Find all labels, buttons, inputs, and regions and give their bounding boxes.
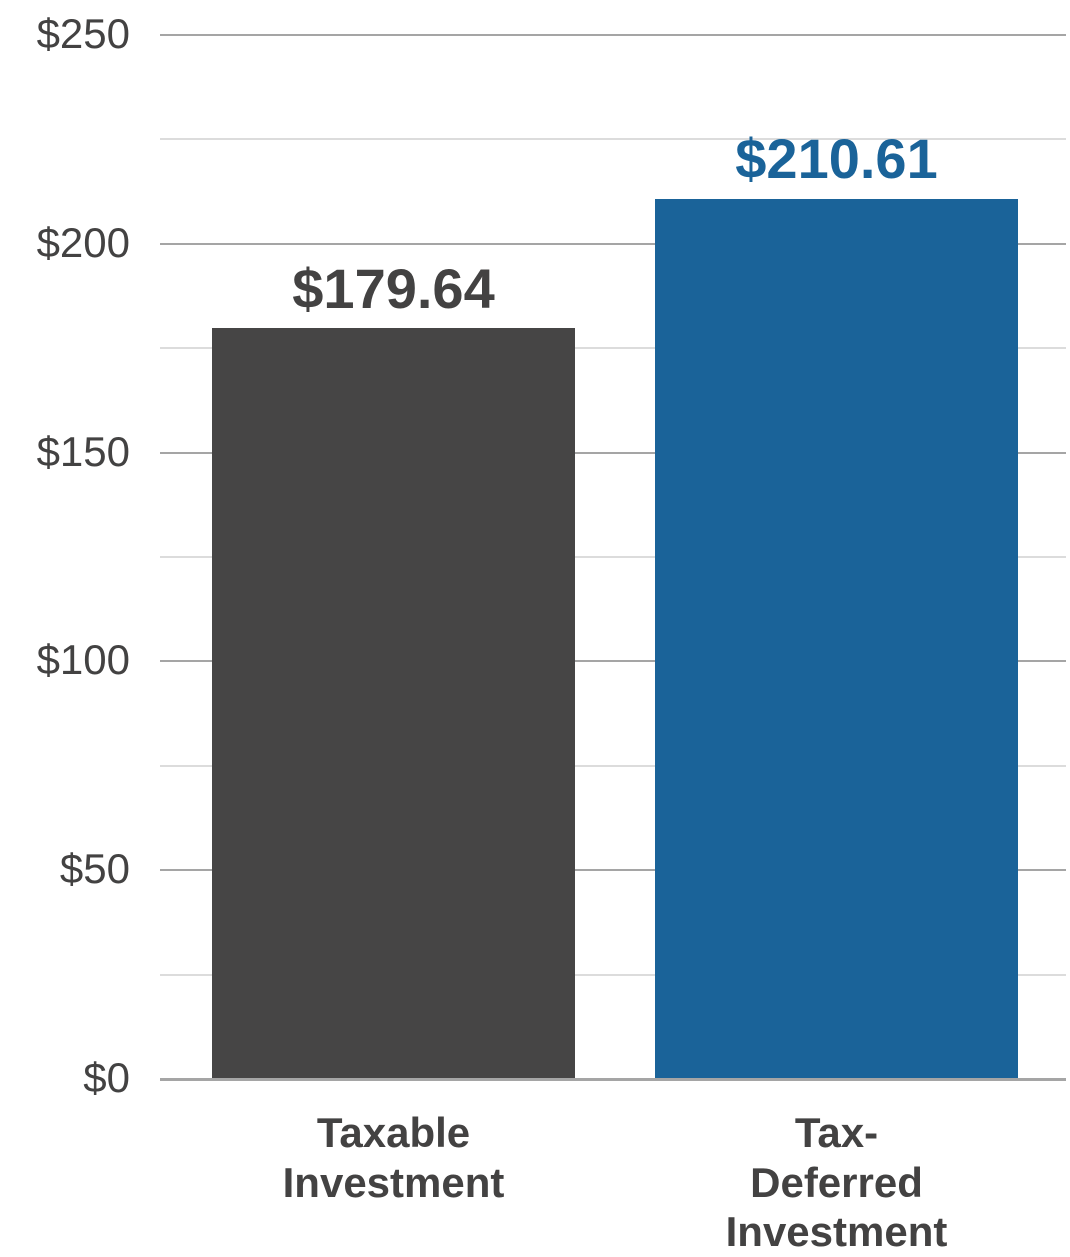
bar-tax_deferred — [655, 199, 1018, 1079]
x-category-label: Tax-DeferredInvestment — [720, 1108, 954, 1257]
plot-area: $179.64 $210.61 — [160, 34, 1066, 1078]
y-tick-label: $0 — [0, 1054, 130, 1102]
bar-value-label: $210.61 — [735, 126, 937, 191]
baseline — [160, 1078, 1066, 1081]
gridline-major — [160, 34, 1066, 36]
x-category-label: TaxableInvestment — [283, 1108, 505, 1207]
y-tick-label: $200 — [0, 219, 130, 267]
y-tick-label: $50 — [0, 845, 130, 893]
y-tick-label: $250 — [0, 10, 130, 58]
y-tick-label: $100 — [0, 636, 130, 684]
y-tick-label: $150 — [0, 428, 130, 476]
bar-value-label: $179.64 — [292, 256, 494, 321]
bar-taxable — [212, 328, 575, 1078]
investment-bar-chart: $179.64 $210.61 $0 $50 $100 $150 $200 $250 Taxa… — [0, 0, 1070, 1234]
